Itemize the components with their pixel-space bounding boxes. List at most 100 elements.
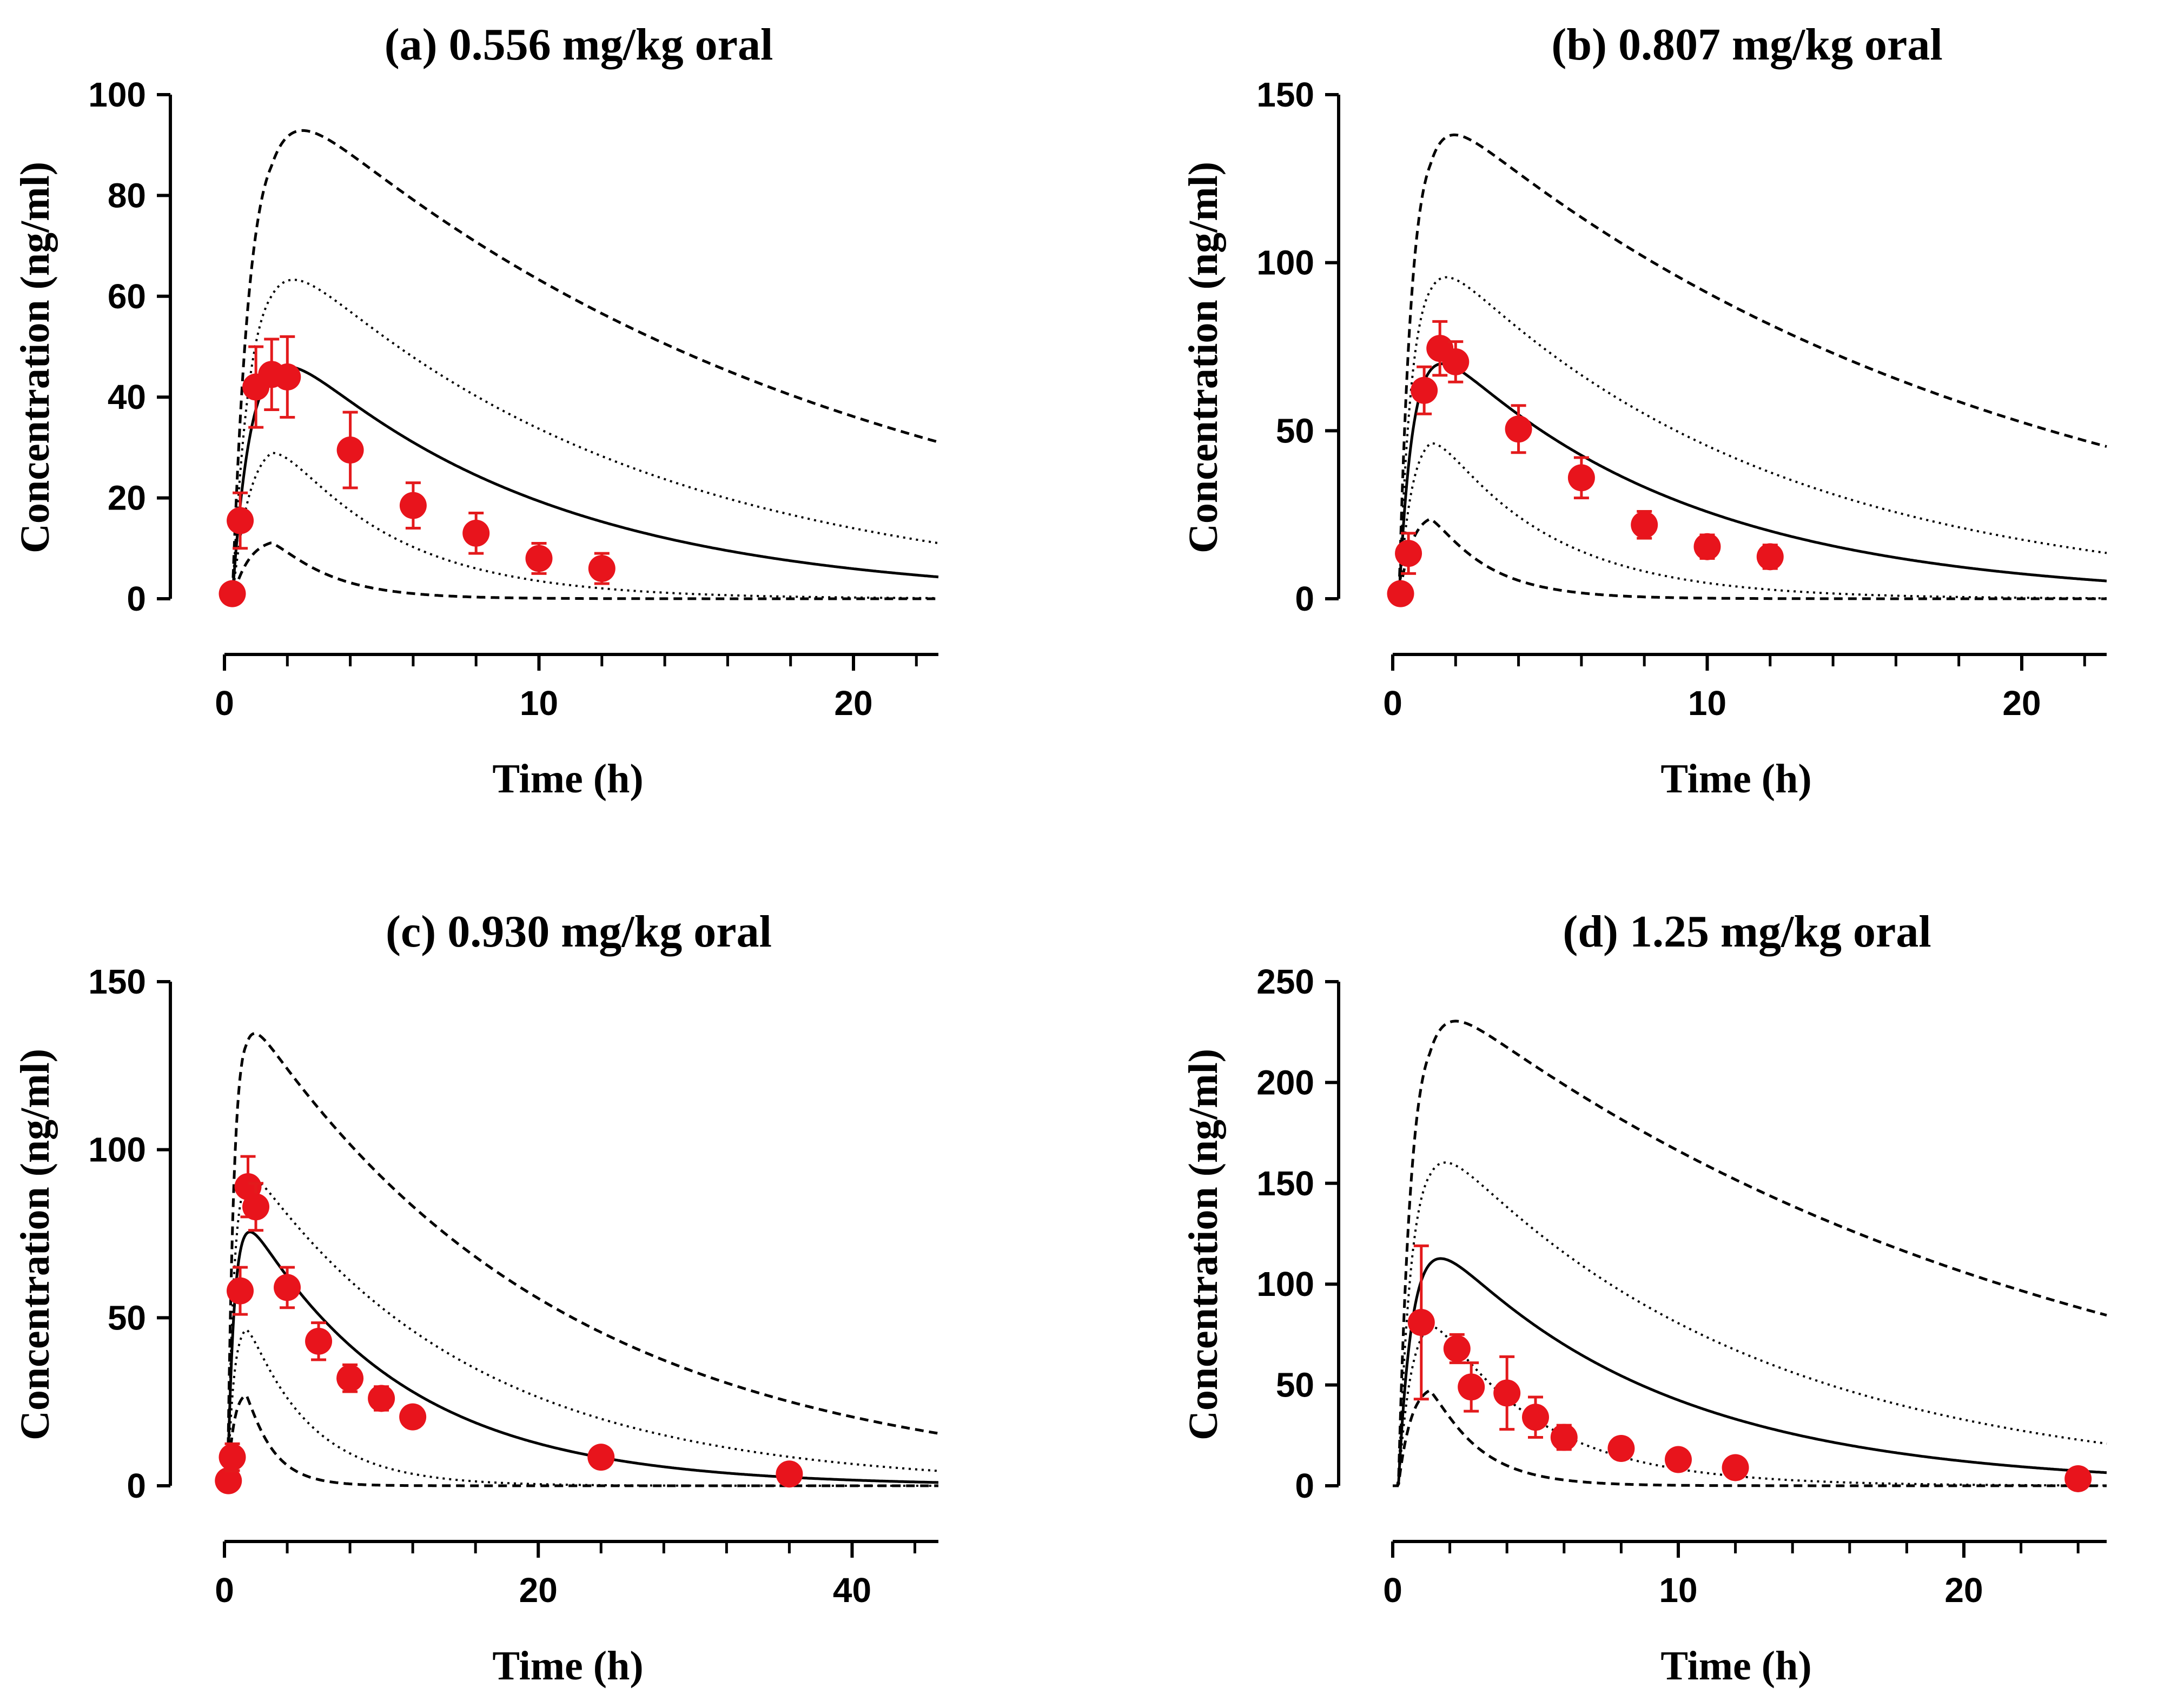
x-tick-label: 0 — [215, 1571, 234, 1610]
chart-title: (c) 0.930 mg/kg oral — [386, 906, 772, 957]
observed-point — [399, 1403, 427, 1431]
y-tick-label: 60 — [108, 277, 146, 316]
y-tick-label: 40 — [108, 378, 146, 416]
lower-90-percentile-line — [1393, 517, 2107, 600]
y-tick-label: 0 — [1295, 1466, 1314, 1505]
y-axis-label: Concentration (ng/ml) — [12, 1049, 58, 1440]
observed-point — [227, 1277, 254, 1305]
y-tick-label: 150 — [1256, 1164, 1314, 1203]
observed-point — [1407, 1309, 1435, 1336]
chart-title: (d) 1.25 mg/kg oral — [1563, 906, 1931, 957]
x-tick-label: 0 — [215, 684, 234, 723]
x-tick-label: 20 — [834, 684, 872, 723]
y-tick-label: 50 — [1276, 411, 1314, 450]
x-tick-label: 0 — [1383, 684, 1402, 723]
y-tick-label: 150 — [88, 962, 146, 1001]
y-tick-label: 200 — [1256, 1063, 1314, 1102]
y-axis-label: Concentration (ng/ml) — [1181, 1049, 1226, 1440]
panel-d: (d) 1.25 mg/kg oral 0 50 100 150 200 250 0 10 20 T… — [1181, 906, 2107, 1689]
observed-point — [368, 1385, 395, 1412]
observed-point — [1665, 1446, 1692, 1473]
upper-50-percentile-line — [1393, 276, 2107, 600]
y-tick-label: 0 — [1295, 579, 1314, 618]
upper-90-percentile-line — [1393, 1020, 2107, 1487]
observed-point — [219, 1444, 246, 1471]
observed-point — [1493, 1379, 1521, 1407]
y-tick-label: 20 — [108, 479, 146, 518]
observed-point — [1443, 1335, 1471, 1362]
observed-point — [2064, 1465, 2092, 1492]
observed-point — [242, 1193, 270, 1221]
observed-point — [1693, 533, 1721, 560]
y-axis-label: Concentration (ng/ml) — [12, 162, 58, 553]
observed-point — [1756, 543, 1784, 571]
observed-point — [588, 555, 616, 583]
x-tick-label: 40 — [833, 1571, 871, 1610]
observed-point — [399, 492, 427, 519]
chart-title: (b) 0.807 mg/kg oral — [1551, 19, 1942, 70]
x-tick-label: 0 — [1383, 1571, 1402, 1610]
panel-a: (a) 0.556 mg/kg oral 0 20 40 60 80 100 0 10 20 Tim… — [12, 19, 939, 802]
y-tick-label: 0 — [127, 579, 146, 618]
y-tick-label: 100 — [88, 1130, 146, 1169]
observed-point — [336, 1365, 364, 1392]
observed-point — [1505, 415, 1532, 443]
observed-point — [1387, 580, 1414, 607]
y-tick-label: 100 — [1256, 243, 1314, 282]
observed-point — [336, 436, 364, 464]
x-tick-label: 10 — [1659, 1571, 1697, 1610]
x-tick-label: 20 — [1944, 1571, 1983, 1610]
observed-point — [1411, 376, 1438, 404]
y-tick-label: 50 — [1276, 1366, 1314, 1405]
y-tick-label: 250 — [1256, 962, 1314, 1001]
observed-point — [1607, 1435, 1635, 1463]
x-axis-label: Time (h) — [492, 1643, 643, 1689]
y-tick-label: 80 — [108, 176, 146, 215]
upper-90-percentile-line — [1393, 133, 2107, 600]
observed-point — [462, 519, 490, 547]
panel-b: (b) 0.807 mg/kg oral 0 50 100 150 0 10 20 Time (… — [1181, 19, 2107, 802]
observed-point — [1567, 464, 1595, 492]
x-tick-label: 10 — [1688, 684, 1726, 723]
lower-90-percentile-line — [224, 541, 938, 600]
lower-90-percentile-line — [1393, 1388, 2107, 1487]
observed-point — [525, 545, 553, 572]
x-tick-label: 10 — [520, 684, 558, 723]
observed-point — [305, 1327, 333, 1355]
observed-point — [227, 507, 254, 534]
predicted-mean-line — [224, 365, 939, 600]
y-tick-label: 50 — [108, 1298, 146, 1337]
observed-point — [1442, 348, 1470, 375]
predicted-mean-line — [1393, 362, 2107, 600]
upper-90-percentile-line — [224, 1032, 939, 1487]
chart-title: (a) 0.556 mg/kg oral — [385, 19, 773, 70]
y-tick-label: 100 — [1256, 1265, 1314, 1303]
x-axis-label: Time (h) — [1660, 1643, 1811, 1689]
lower-50-percentile-line — [224, 1328, 938, 1487]
observed-point — [776, 1460, 803, 1488]
lower-50-percentile-line — [1393, 1325, 2107, 1487]
observed-point — [274, 1274, 301, 1301]
observed-point — [1631, 511, 1658, 539]
x-tick-label: 20 — [2002, 684, 2041, 723]
upper-50-percentile-line — [224, 279, 939, 600]
observed-point — [1458, 1373, 1485, 1401]
observed-point — [1550, 1424, 1578, 1451]
upper-50-percentile-line — [1393, 1161, 2107, 1487]
x-axis-label: Time (h) — [492, 756, 643, 802]
observed-point — [587, 1444, 615, 1471]
observed-point — [1395, 540, 1422, 567]
y-tick-label: 150 — [1256, 75, 1314, 114]
lower-90-percentile-line — [224, 1393, 938, 1487]
upper-50-percentile-line — [224, 1177, 939, 1487]
observed-point — [215, 1467, 242, 1494]
observed-point — [219, 580, 246, 607]
lower-50-percentile-line — [1393, 442, 2107, 600]
y-tick-label: 0 — [127, 1466, 146, 1505]
y-axis-label: Concentration (ng/ml) — [1181, 162, 1226, 553]
observed-point — [1722, 1454, 1749, 1481]
predicted-mean-line — [1393, 1257, 2107, 1487]
y-tick-label: 100 — [88, 75, 146, 114]
upper-90-percentile-line — [224, 129, 939, 600]
